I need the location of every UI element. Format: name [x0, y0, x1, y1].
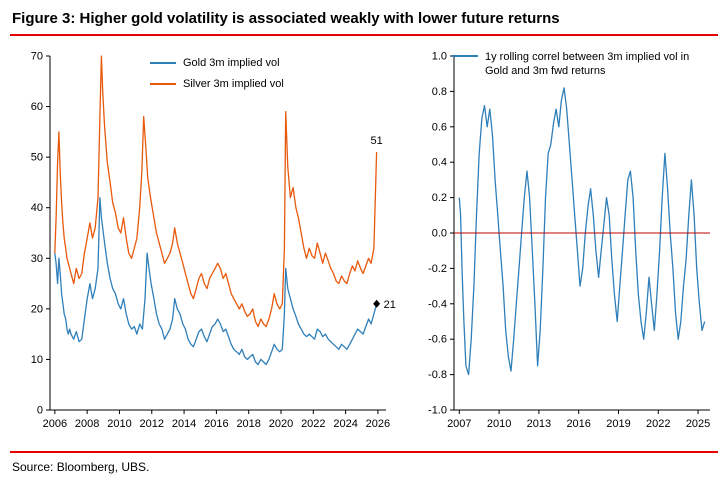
legend-item-gold: Gold 3m implied vol [150, 56, 284, 70]
svg-text:2022: 2022 [301, 418, 325, 430]
rolling-correlation-chart-canvas: 1.00.80.60.40.20.0-0.2-0.4-0.6-0.8-1.020… [428, 51, 710, 431]
rolling-correlation-chart: 1.0 0.8 0.6 0.4 0.2 0.0 -0.2 -0.4 -0.6 -0.8 -1.0 20… [414, 40, 720, 445]
svg-text:2025: 2025 [686, 418, 710, 430]
svg-text:0.4: 0.4 [432, 157, 447, 169]
svg-text:30: 30 [31, 253, 43, 265]
svg-text:-0.4: -0.4 [428, 298, 447, 310]
title-divider [10, 34, 718, 36]
svg-text:0.6: 0.6 [432, 121, 447, 133]
correlation-line-swatch [452, 55, 478, 57]
svg-text:-0.8: -0.8 [428, 369, 447, 381]
svg-text:2020: 2020 [269, 418, 293, 430]
legend-label-correlation: 1y rolling correl between 3m implied vol… [485, 51, 690, 78]
svg-text:0: 0 [37, 405, 43, 417]
svg-text:2014: 2014 [172, 418, 196, 430]
charts-row: 0 10 20 30 40 50 60 70 2006 2008 2010 2012 2014 2016 2… [10, 40, 718, 445]
source-divider [10, 451, 718, 453]
svg-text:2010: 2010 [487, 418, 511, 430]
svg-text:51: 51 [371, 135, 383, 147]
svg-text:2006: 2006 [43, 418, 67, 430]
implied-vol-chart-canvas: 0 10 20 30 40 50 60 70 2006 2008 2010 2012 2014 2016 2… [31, 51, 396, 431]
svg-text:-0.2: -0.2 [428, 263, 447, 275]
svg-text:0.2: 0.2 [432, 192, 447, 204]
svg-text:70: 70 [31, 51, 43, 63]
svg-text:21: 21 [384, 299, 396, 311]
svg-text:2016: 2016 [204, 418, 228, 430]
svg-text:0.8: 0.8 [432, 86, 447, 98]
svg-text:50: 50 [31, 152, 43, 164]
svg-text:1.0: 1.0 [432, 51, 447, 63]
source-text: Source: Bloomberg, UBS. [12, 460, 150, 474]
svg-text:-1.0: -1.0 [428, 405, 447, 417]
svg-text:2012: 2012 [140, 418, 164, 430]
svg-text:2026: 2026 [366, 418, 390, 430]
legend-label-silver: Silver 3m implied vol [183, 78, 284, 91]
svg-text:0.0: 0.0 [432, 228, 447, 240]
correlation-legend: 1y rolling correl between 3m implied vol… [452, 50, 708, 79]
svg-text:-0.6: -0.6 [428, 334, 447, 346]
svg-text:2016: 2016 [566, 418, 590, 430]
svg-text:2010: 2010 [107, 418, 131, 430]
svg-text:2019: 2019 [606, 418, 630, 430]
svg-text:2007: 2007 [447, 418, 471, 430]
legend-item-silver: Silver 3m implied vol [150, 77, 284, 91]
legend-label-gold: Gold 3m implied vol [183, 57, 280, 69]
silver-line-swatch [150, 83, 176, 86]
svg-text:2013: 2013 [527, 418, 551, 430]
implied-vol-chart: 0 10 20 30 40 50 60 70 2006 2008 2010 2012 2014 2016 2… [10, 40, 414, 445]
svg-text:2024: 2024 [333, 418, 357, 430]
figure-title: Figure 3: Higher gold volatility is asso… [12, 10, 560, 27]
svg-text:60: 60 [31, 101, 43, 113]
svg-text:40: 40 [31, 202, 43, 214]
svg-text:2022: 2022 [646, 418, 670, 430]
svg-text:2018: 2018 [236, 418, 260, 430]
svg-text:2008: 2008 [75, 418, 99, 430]
svg-text:10: 10 [31, 354, 43, 366]
implied-vol-legend: Gold 3m implied vol Silver 3m implied vo… [150, 56, 284, 92]
gold-line-swatch [150, 62, 176, 65]
svg-text:20: 20 [31, 303, 43, 315]
